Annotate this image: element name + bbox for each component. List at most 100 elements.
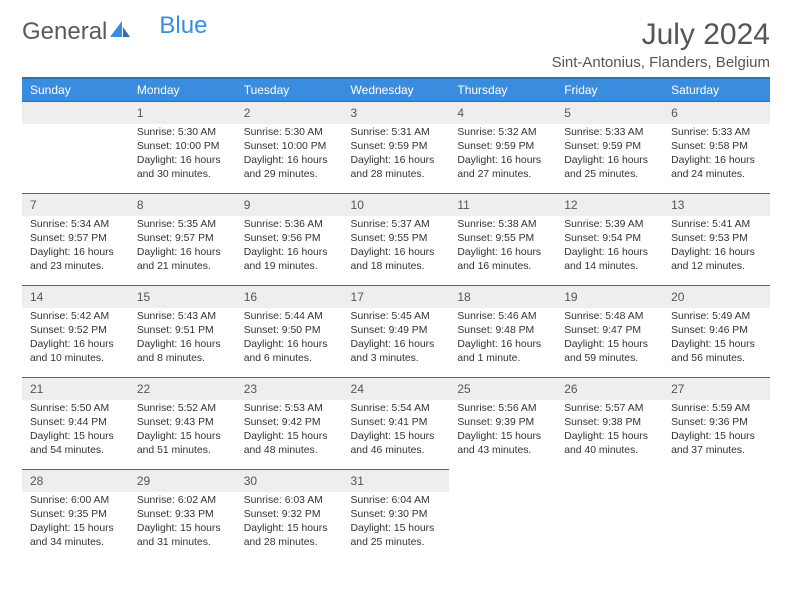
day-number: 15 — [129, 285, 236, 308]
day-details: Sunrise: 5:34 AMSunset: 9:57 PMDaylight:… — [22, 216, 129, 280]
calendar-cell: 23Sunrise: 5:53 AMSunset: 9:42 PMDayligh… — [236, 377, 343, 469]
calendar-cell: 12Sunrise: 5:39 AMSunset: 9:54 PMDayligh… — [556, 193, 663, 285]
weekday-header: Thursday — [449, 78, 556, 101]
day-details: Sunrise: 5:46 AMSunset: 9:48 PMDaylight:… — [449, 308, 556, 372]
day-number: 13 — [663, 193, 770, 216]
day-number: 7 — [22, 193, 129, 216]
day-details: Sunrise: 5:32 AMSunset: 9:59 PMDaylight:… — [449, 124, 556, 188]
day-number: 24 — [343, 377, 450, 400]
day-details: Sunrise: 5:31 AMSunset: 9:59 PMDaylight:… — [343, 124, 450, 188]
day-details: Sunrise: 5:44 AMSunset: 9:50 PMDaylight:… — [236, 308, 343, 372]
day-number: 11 — [449, 193, 556, 216]
day-details: Sunrise: 5:53 AMSunset: 9:42 PMDaylight:… — [236, 400, 343, 464]
calendar-cell: 18Sunrise: 5:46 AMSunset: 9:48 PMDayligh… — [449, 285, 556, 377]
day-details: Sunrise: 6:02 AMSunset: 9:33 PMDaylight:… — [129, 492, 236, 556]
day-details: Sunrise: 6:03 AMSunset: 9:32 PMDaylight:… — [236, 492, 343, 556]
day-number-empty — [22, 101, 129, 124]
day-number: 12 — [556, 193, 663, 216]
logo-text-general: General — [22, 18, 107, 46]
day-number: 5 — [556, 101, 663, 124]
day-details: Sunrise: 5:38 AMSunset: 9:55 PMDaylight:… — [449, 216, 556, 280]
calendar-cell: 3Sunrise: 5:31 AMSunset: 9:59 PMDaylight… — [343, 101, 450, 193]
day-number: 26 — [556, 377, 663, 400]
day-number: 20 — [663, 285, 770, 308]
calendar-cell: 4Sunrise: 5:32 AMSunset: 9:59 PMDaylight… — [449, 101, 556, 193]
day-number: 4 — [449, 101, 556, 124]
weekday-header: Saturday — [663, 78, 770, 101]
calendar-body: 1Sunrise: 5:30 AMSunset: 10:00 PMDayligh… — [22, 101, 770, 561]
calendar-cell: 14Sunrise: 5:42 AMSunset: 9:52 PMDayligh… — [22, 285, 129, 377]
calendar-head: SundayMondayTuesdayWednesdayThursdayFrid… — [22, 78, 770, 101]
day-number: 31 — [343, 469, 450, 492]
calendar-cell: 1Sunrise: 5:30 AMSunset: 10:00 PMDayligh… — [129, 101, 236, 193]
day-details: Sunrise: 5:45 AMSunset: 9:49 PMDaylight:… — [343, 308, 450, 372]
day-details: Sunrise: 5:49 AMSunset: 9:46 PMDaylight:… — [663, 308, 770, 372]
day-details: Sunrise: 5:59 AMSunset: 9:36 PMDaylight:… — [663, 400, 770, 464]
calendar-cell: 7Sunrise: 5:34 AMSunset: 9:57 PMDaylight… — [22, 193, 129, 285]
month-title: July 2024 — [552, 18, 770, 52]
calendar-cell: 9Sunrise: 5:36 AMSunset: 9:56 PMDaylight… — [236, 193, 343, 285]
day-number: 28 — [22, 469, 129, 492]
calendar-cell: 27Sunrise: 5:59 AMSunset: 9:36 PMDayligh… — [663, 377, 770, 469]
day-number: 30 — [236, 469, 343, 492]
day-details: Sunrise: 5:42 AMSunset: 9:52 PMDaylight:… — [22, 308, 129, 372]
calendar-cell: 24Sunrise: 5:54 AMSunset: 9:41 PMDayligh… — [343, 377, 450, 469]
day-number: 19 — [556, 285, 663, 308]
calendar-cell: 15Sunrise: 5:43 AMSunset: 9:51 PMDayligh… — [129, 285, 236, 377]
header: General Blue July 2024 Sint-Antonius, Fl… — [22, 18, 770, 71]
day-details: Sunrise: 5:57 AMSunset: 9:38 PMDaylight:… — [556, 400, 663, 464]
day-details: Sunrise: 6:00 AMSunset: 9:35 PMDaylight:… — [22, 492, 129, 556]
day-details: Sunrise: 5:43 AMSunset: 9:51 PMDaylight:… — [129, 308, 236, 372]
calendar-cell: 19Sunrise: 5:48 AMSunset: 9:47 PMDayligh… — [556, 285, 663, 377]
calendar-table: SundayMondayTuesdayWednesdayThursdayFrid… — [22, 77, 770, 561]
day-number: 22 — [129, 377, 236, 400]
calendar-cell: 25Sunrise: 5:56 AMSunset: 9:39 PMDayligh… — [449, 377, 556, 469]
calendar-cell: 8Sunrise: 5:35 AMSunset: 9:57 PMDaylight… — [129, 193, 236, 285]
calendar-cell — [449, 469, 556, 561]
weekday-header: Monday — [129, 78, 236, 101]
calendar-cell: 2Sunrise: 5:30 AMSunset: 10:00 PMDayligh… — [236, 101, 343, 193]
calendar-cell: 22Sunrise: 5:52 AMSunset: 9:43 PMDayligh… — [129, 377, 236, 469]
calendar-cell: 13Sunrise: 5:41 AMSunset: 9:53 PMDayligh… — [663, 193, 770, 285]
location-text: Sint-Antonius, Flanders, Belgium — [552, 54, 770, 71]
calendar-cell — [556, 469, 663, 561]
calendar-cell: 5Sunrise: 5:33 AMSunset: 9:59 PMDaylight… — [556, 101, 663, 193]
logo-text-blue: Blue — [159, 12, 207, 40]
title-block: July 2024 Sint-Antonius, Flanders, Belgi… — [552, 18, 770, 71]
calendar-cell — [663, 469, 770, 561]
calendar-cell: 28Sunrise: 6:00 AMSunset: 9:35 PMDayligh… — [22, 469, 129, 561]
calendar-cell — [22, 101, 129, 193]
day-number: 1 — [129, 101, 236, 124]
day-details: Sunrise: 5:30 AMSunset: 10:00 PMDaylight… — [236, 124, 343, 188]
day-details: Sunrise: 5:54 AMSunset: 9:41 PMDaylight:… — [343, 400, 450, 464]
day-details: Sunrise: 5:37 AMSunset: 9:55 PMDaylight:… — [343, 216, 450, 280]
day-details: Sunrise: 6:04 AMSunset: 9:30 PMDaylight:… — [343, 492, 450, 556]
calendar-cell: 17Sunrise: 5:45 AMSunset: 9:49 PMDayligh… — [343, 285, 450, 377]
day-details: Sunrise: 5:33 AMSunset: 9:58 PMDaylight:… — [663, 124, 770, 188]
weekday-header: Friday — [556, 78, 663, 101]
weekday-header: Wednesday — [343, 78, 450, 101]
calendar-cell: 21Sunrise: 5:50 AMSunset: 9:44 PMDayligh… — [22, 377, 129, 469]
day-number: 21 — [22, 377, 129, 400]
calendar-cell: 26Sunrise: 5:57 AMSunset: 9:38 PMDayligh… — [556, 377, 663, 469]
day-number: 9 — [236, 193, 343, 216]
weekday-header: Tuesday — [236, 78, 343, 101]
day-number: 2 — [236, 101, 343, 124]
day-details: Sunrise: 5:30 AMSunset: 10:00 PMDaylight… — [129, 124, 236, 188]
day-details: Sunrise: 5:48 AMSunset: 9:47 PMDaylight:… — [556, 308, 663, 372]
day-number: 25 — [449, 377, 556, 400]
day-number: 23 — [236, 377, 343, 400]
day-details: Sunrise: 5:41 AMSunset: 9:53 PMDaylight:… — [663, 216, 770, 280]
day-number: 6 — [663, 101, 770, 124]
calendar-cell: 20Sunrise: 5:49 AMSunset: 9:46 PMDayligh… — [663, 285, 770, 377]
calendar-cell: 31Sunrise: 6:04 AMSunset: 9:30 PMDayligh… — [343, 469, 450, 561]
day-details: Sunrise: 5:36 AMSunset: 9:56 PMDaylight:… — [236, 216, 343, 280]
day-details: Sunrise: 5:56 AMSunset: 9:39 PMDaylight:… — [449, 400, 556, 464]
day-details: Sunrise: 5:33 AMSunset: 9:59 PMDaylight:… — [556, 124, 663, 188]
calendar-cell: 30Sunrise: 6:03 AMSunset: 9:32 PMDayligh… — [236, 469, 343, 561]
day-number: 14 — [22, 285, 129, 308]
logo-sail-icon — [109, 18, 131, 46]
calendar-cell: 11Sunrise: 5:38 AMSunset: 9:55 PMDayligh… — [449, 193, 556, 285]
day-number: 3 — [343, 101, 450, 124]
calendar-cell: 10Sunrise: 5:37 AMSunset: 9:55 PMDayligh… — [343, 193, 450, 285]
